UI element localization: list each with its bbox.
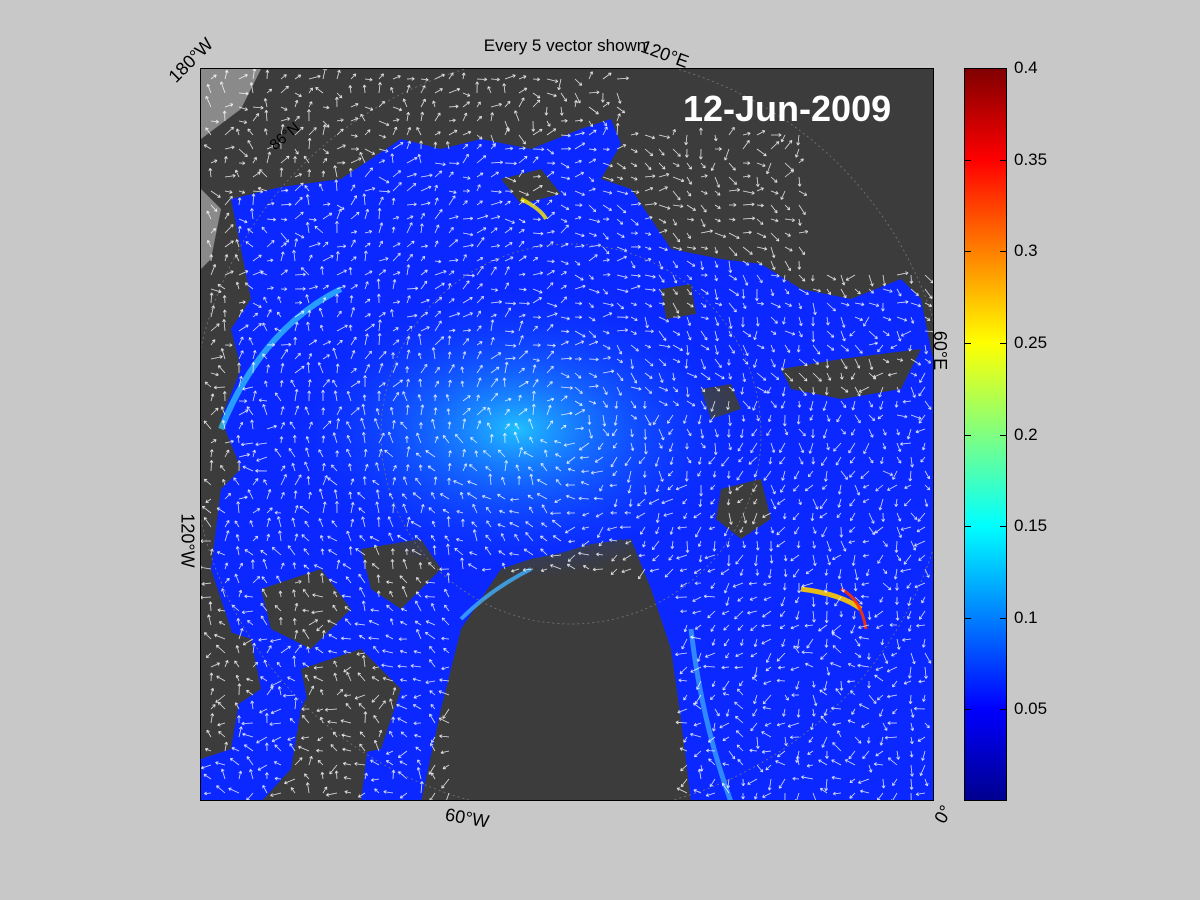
island-1 — [261, 569, 351, 649]
colorbar-tick-mark — [1000, 709, 1006, 711]
colorbar-tick-mark — [1000, 434, 1006, 436]
ice-velocity-vectors — [201, 69, 933, 800]
island-3 — [301, 649, 401, 759]
east-greenland-streak — [688, 628, 733, 800]
colorbar-tick-mark — [1000, 159, 1006, 161]
map-canvas — [201, 69, 933, 800]
colorbar-tick-mark — [965, 68, 971, 69]
island-4 — [221, 629, 261, 709]
lon-label-120w: 120°W — [177, 513, 198, 568]
colorbar-tick-mark — [1000, 342, 1006, 344]
colorbar-tick-mark — [965, 159, 971, 161]
colorbar-tick-label: 0.25 — [1014, 332, 1048, 352]
colorbar-tick-mark — [965, 434, 971, 436]
colorbar-tick-label: 0.2 — [1014, 424, 1038, 444]
graticule-circle-1 — [380, 243, 762, 625]
greenland-land — [441, 539, 691, 800]
colorbar-tick-mark — [1000, 526, 1006, 528]
coastal-streak-1 — [218, 286, 343, 431]
lon-label-60e: 60°E — [930, 330, 951, 371]
nares-streak — [459, 567, 532, 621]
laptev-streak — [520, 197, 548, 221]
colorbar-tick-label: 0.4 — [1014, 58, 1038, 77]
colorbar-tick-label: 0.15 — [1014, 516, 1048, 536]
colorbar-tick-label: 0.05 — [1014, 699, 1048, 719]
date-label: 12-Jun-2009 — [683, 88, 892, 129]
colorbar-tick-label: 0.3 — [1014, 241, 1038, 261]
colorbar-tick-mark — [1000, 68, 1006, 69]
colorbar-tick-mark — [965, 617, 971, 619]
vector-arrows-path — [201, 69, 933, 800]
colorbar-tick-label: 0.35 — [1014, 149, 1048, 169]
colorbar-tick-mark — [1000, 617, 1006, 619]
plot-title: Every 5 vector shown — [483, 36, 647, 55]
colorbar-tick-mark — [1000, 251, 1006, 253]
ice-motion-map — [200, 68, 934, 801]
colorbar-tick-mark — [965, 526, 971, 528]
colorbar — [964, 68, 1007, 801]
island-siberian — [501, 169, 561, 204]
lon-label-0: 0° — [930, 801, 957, 827]
colorbar-tick-mark — [965, 342, 971, 344]
colorbar-tick-mark — [965, 251, 971, 253]
colorbar-tick-mark — [965, 709, 971, 711]
colorbar-tick-label: 0.1 — [1014, 607, 1038, 627]
lon-label-60w: 60°W — [443, 804, 491, 832]
island-novaya-zemlya — [781, 349, 921, 399]
speed-high-region — [301, 279, 781, 579]
